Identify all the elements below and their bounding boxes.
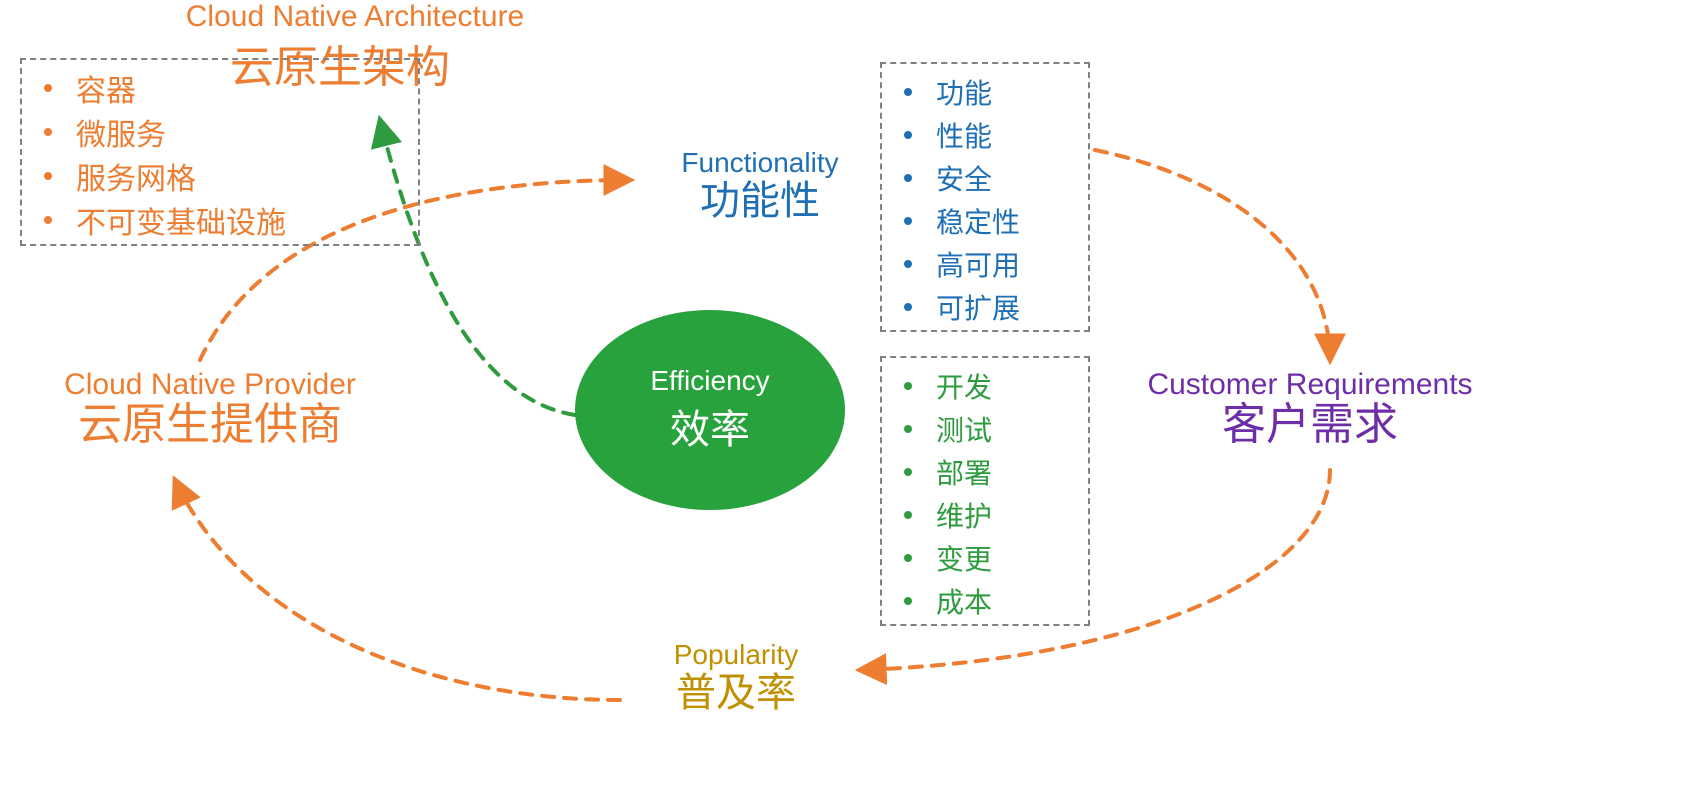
list-item: 性能: [890, 113, 1078, 156]
list-item-label: 测试: [936, 409, 992, 449]
label-customer-requirements: Customer Requirements 客户需求: [1110, 368, 1510, 449]
bullet-icon: [904, 597, 912, 605]
list-item-label: 开发: [936, 366, 992, 406]
bullet-icon: [904, 174, 912, 182]
list-item: 部署: [890, 450, 1078, 493]
bullet-icon: [44, 84, 52, 92]
label-cloud-provider-en: Cloud Native Provider: [30, 368, 390, 401]
list-item: 容器: [30, 66, 408, 110]
list-item-label: 维护: [936, 495, 992, 535]
list-item-label: 功能: [936, 72, 992, 112]
list-item-label: 性能: [936, 115, 992, 155]
list-item-label: 稳定性: [936, 201, 1020, 241]
label-functionality: Functionality 功能性: [655, 148, 865, 223]
list-item: 不可变基础设施: [30, 198, 408, 242]
label-customer-en: Customer Requirements: [1110, 368, 1510, 401]
bullet-icon: [904, 131, 912, 139]
label-cloud-native-architecture: Cloud Native Architecture: [145, 0, 565, 33]
list-item-label: 微服务: [76, 110, 166, 154]
list-item: 服务网格: [30, 154, 408, 198]
bullet-icon: [44, 128, 52, 136]
list-item-label: 容器: [76, 66, 136, 110]
box-functionality-items: 功能性能安全稳定性高可用可扩展: [880, 62, 1090, 332]
diagram-stage: { "canvas": { "w": 1697, "h": 793, "bg":…: [0, 0, 1697, 793]
box-cloud-architecture-items: 容器微服务服务网格不可变基础设施: [20, 58, 420, 246]
bullet-icon: [44, 172, 52, 180]
bullet-icon: [904, 88, 912, 96]
label-efficiency-cn: 效率: [670, 397, 750, 455]
list-item: 功能: [890, 70, 1078, 113]
label-popularity: Popularity 普及率: [636, 640, 836, 715]
label-popularity-cn: 普及率: [636, 671, 836, 715]
label-efficiency-en: Efficiency: [650, 365, 769, 397]
list-item-label: 高可用: [936, 244, 1020, 284]
label-functionality-en: Functionality: [655, 148, 865, 179]
label-cloud-native-provider: Cloud Native Provider 云原生提供商: [30, 368, 390, 449]
box-efficiency-items: 开发测试部署维护变更成本: [880, 356, 1090, 626]
bullet-icon: [904, 511, 912, 519]
list-item-label: 不可变基础设施: [76, 198, 286, 242]
label-functionality-cn: 功能性: [655, 179, 865, 223]
a-pop-prov: [175, 480, 620, 700]
list-item-label: 变更: [936, 538, 992, 578]
list-item: 可扩展: [890, 285, 1078, 328]
label-popularity-en: Popularity: [636, 640, 836, 671]
label-cloud-arch-en: Cloud Native Architecture: [145, 0, 565, 33]
bullet-icon: [904, 303, 912, 311]
list-item-label: 成本: [936, 581, 992, 621]
list-item-label: 服务网格: [76, 154, 196, 198]
bullet-icon: [904, 217, 912, 225]
list-item: 安全: [890, 156, 1078, 199]
label-customer-cn: 客户需求: [1110, 401, 1510, 449]
list-item: 变更: [890, 536, 1078, 579]
list-item: 稳定性: [890, 199, 1078, 242]
list-item: 成本: [890, 579, 1078, 622]
list-item: 高可用: [890, 242, 1078, 285]
bullet-icon: [44, 216, 52, 224]
list-item-label: 部署: [936, 452, 992, 492]
label-cloud-provider-cn: 云原生提供商: [30, 401, 390, 449]
bullet-icon: [904, 554, 912, 562]
bullet-icon: [904, 382, 912, 390]
list-item: 开发: [890, 364, 1078, 407]
list-item: 测试: [890, 407, 1078, 450]
bullet-icon: [904, 260, 912, 268]
list-item-label: 安全: [936, 158, 992, 198]
bullet-icon: [904, 425, 912, 433]
efficiency-ellipse: Efficiency 效率: [575, 310, 845, 510]
list-item-label: 可扩展: [936, 287, 1020, 327]
bullet-icon: [904, 468, 912, 476]
a-func-cust: [1095, 150, 1330, 360]
list-item: 维护: [890, 493, 1078, 536]
list-item: 微服务: [30, 110, 408, 154]
